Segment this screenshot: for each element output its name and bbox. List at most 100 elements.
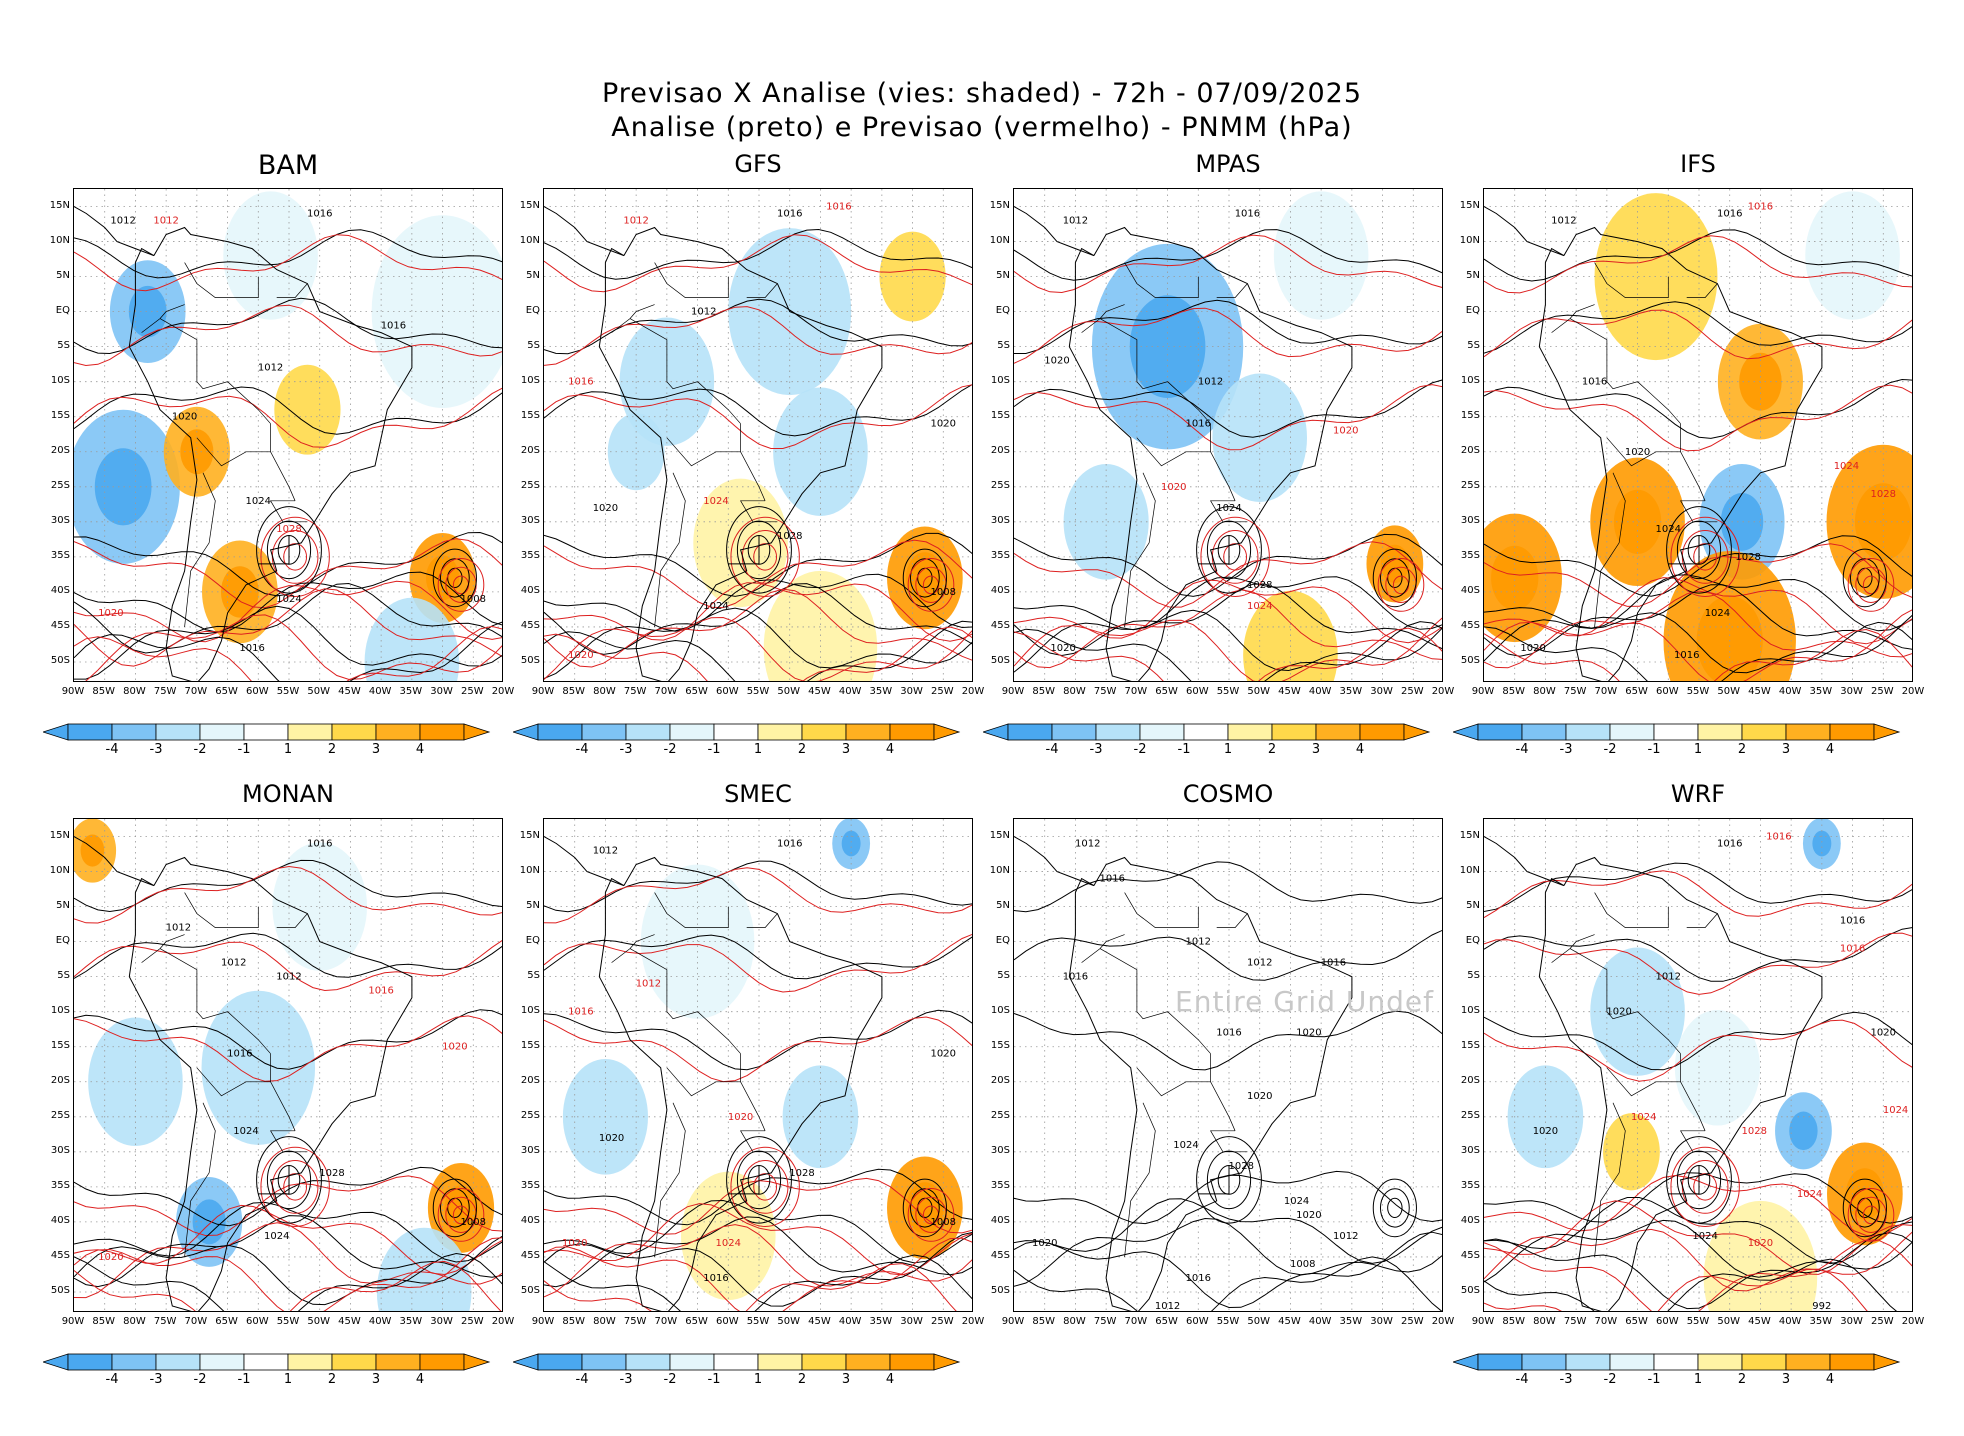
contour-label: 1016 bbox=[568, 377, 593, 388]
contour-label: 1024 bbox=[716, 1238, 741, 1249]
south-america-coast bbox=[598, 226, 883, 681]
lon-tick-label: 25W bbox=[1400, 1316, 1424, 1327]
forecast-isobar bbox=[544, 588, 972, 668]
country-border bbox=[276, 913, 308, 928]
lon-tick-label: 80W bbox=[1063, 1316, 1086, 1327]
analysis-isobar-closed bbox=[902, 548, 947, 608]
contour-label: 1012 bbox=[623, 216, 648, 227]
lon-tick-label: 30W bbox=[430, 686, 453, 697]
lon-tick-label: 55W bbox=[1216, 1316, 1240, 1327]
central-america-coast bbox=[544, 836, 625, 887]
forecast-isobar-closed bbox=[753, 1173, 778, 1201]
contour-label: 1020 bbox=[931, 419, 956, 430]
bias-blob bbox=[640, 864, 755, 1019]
contour-label: 1024 bbox=[1797, 1189, 1822, 1200]
lon-tick-label: 55W bbox=[1216, 686, 1240, 697]
lon-tick-label: 70W bbox=[1594, 1316, 1618, 1327]
lon-tick-label: 65W bbox=[1155, 686, 1178, 697]
lon-tick-label: 45W bbox=[338, 686, 361, 697]
lat-tick-label: 25S bbox=[50, 1109, 70, 1121]
lon-tick-label: 30W bbox=[1840, 686, 1863, 697]
colorbar-segment bbox=[331, 723, 377, 741]
forecast-isobar bbox=[1484, 1239, 1912, 1311]
lat-tick-label: 40S bbox=[1460, 584, 1480, 596]
lon-tick-label: 35W bbox=[1809, 1316, 1833, 1327]
country-border bbox=[1216, 913, 1248, 928]
lon-tick-label: 55W bbox=[276, 1316, 300, 1327]
lon-tick-label: 65W bbox=[215, 1316, 238, 1327]
contour-label: 1008 bbox=[461, 1217, 486, 1228]
analysis-isobar-closed bbox=[266, 1150, 312, 1210]
colorbar-tick-label: 2 bbox=[797, 742, 807, 757]
contour-label: 1020 bbox=[1247, 1091, 1272, 1102]
lat-tick-label: 15S bbox=[520, 409, 540, 421]
contour-label: 1020 bbox=[931, 1049, 956, 1060]
country-border bbox=[1124, 892, 1199, 928]
colorbar-segment bbox=[757, 723, 803, 741]
forecast-isobar bbox=[74, 1237, 502, 1311]
analysis-isobar bbox=[1014, 533, 1442, 597]
colorbar-segment bbox=[199, 723, 245, 741]
forecast-isobar bbox=[74, 588, 502, 667]
lon-tick-label: 25W bbox=[1400, 686, 1424, 697]
colorbar-segment bbox=[1315, 723, 1361, 741]
analysis-isobar bbox=[1014, 609, 1442, 673]
map-area: 1016 1016 1016 1016 1020 1012 1020 1024 1028 1024… bbox=[1483, 818, 1913, 1312]
colorbar-tick-label: -2 bbox=[1133, 742, 1147, 757]
country-border bbox=[1686, 283, 1718, 298]
contour-label: 1012 bbox=[153, 216, 178, 227]
lon-tick-label: 65W bbox=[685, 686, 708, 697]
analysis-isobar-closed bbox=[909, 1188, 940, 1228]
lon-tick-label: 70W bbox=[1124, 686, 1148, 697]
lat-tick-label: 15N bbox=[519, 199, 540, 211]
colorbar: -4 -3 -2 -1 1 2 3 4 bbox=[41, 722, 493, 762]
lon-tick-label: 90W bbox=[1001, 1316, 1025, 1327]
country-border bbox=[196, 437, 296, 501]
contour-label: 1020 bbox=[1032, 1238, 1057, 1249]
colorbar-segment bbox=[1477, 1353, 1523, 1371]
isobars bbox=[74, 859, 502, 1311]
forecast-isobar-closed bbox=[730, 1146, 800, 1227]
contour-label: 1024 bbox=[246, 496, 271, 507]
map-panel-monan: MONAN 15N 10N 5N EQ 5S 10S 15S 20S 25S 30S 35S 40S 45… bbox=[35, 780, 514, 1420]
lat-tick-label: 10N bbox=[989, 864, 1010, 876]
panel-title: BAM bbox=[257, 150, 319, 181]
colorbar-min-arrow bbox=[511, 1353, 539, 1371]
bias-blob bbox=[223, 191, 318, 320]
forecast-isobar bbox=[85, 614, 502, 681]
forecast-isobar bbox=[1014, 234, 1442, 294]
lon-tick-label: 45W bbox=[808, 1316, 831, 1327]
coastline bbox=[544, 206, 883, 681]
forecast-isobar bbox=[1014, 617, 1442, 681]
map-area: 1012 1016 1016 1012 1016 1020 1024 1028 1024 1008… bbox=[543, 188, 973, 682]
analysis-isobar bbox=[1484, 584, 1912, 657]
forecast-isobar bbox=[1014, 307, 1442, 364]
forecast-isobar-closed bbox=[260, 1146, 330, 1227]
colorbar-max-arrow bbox=[933, 1353, 961, 1371]
colorbar-segment bbox=[1521, 723, 1567, 741]
lat-tick-label: 10S bbox=[1460, 1004, 1480, 1016]
analysis-isobar-closed bbox=[432, 1178, 477, 1238]
lon-tick-label: 70W bbox=[1594, 686, 1618, 697]
bias-core bbox=[841, 830, 861, 857]
lon-tick-label: 35W bbox=[1339, 1316, 1363, 1327]
colorbar-tick-label: -3 bbox=[1559, 742, 1573, 757]
lat-tick-label: 40S bbox=[520, 1214, 540, 1226]
forecast-isobar bbox=[1014, 541, 1442, 608]
colorbar-segment bbox=[537, 723, 583, 741]
colorbar-segment bbox=[419, 1353, 465, 1371]
forecast-isobar bbox=[1484, 1268, 1868, 1311]
forecast-isobar bbox=[1014, 384, 1442, 451]
colorbar-tick-label: -2 bbox=[663, 1372, 677, 1387]
analysis-isobar bbox=[74, 386, 502, 435]
lon-tick-label: 40W bbox=[838, 1316, 862, 1327]
bias-blob bbox=[763, 570, 878, 681]
lat-tick-label: 35S bbox=[1460, 1179, 1480, 1191]
analysis-isobar-closed bbox=[1379, 1188, 1410, 1228]
lat-tick-label: 5N bbox=[1466, 899, 1480, 911]
lon-tick-label: 70W bbox=[654, 1316, 678, 1327]
contour-label: 1024 bbox=[1173, 1140, 1198, 1151]
colorbar-tick-label: 3 bbox=[841, 742, 851, 757]
bias-core bbox=[80, 834, 105, 867]
forecast-isobar-closed bbox=[1847, 1188, 1895, 1242]
